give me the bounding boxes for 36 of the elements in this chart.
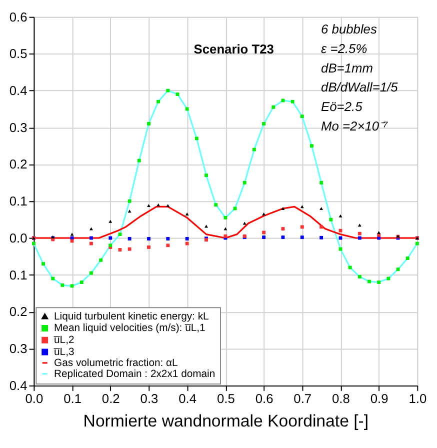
x-tick-label: 0.4: [178, 390, 197, 406]
legend-label: Liquid turbulent kinetic energy: kL: [54, 311, 210, 322]
annotation: 6 bubbles: [321, 22, 378, 37]
annotation: dB/dWall=1/5: [321, 80, 399, 95]
legend-label: u̅L,3: [52, 346, 74, 358]
annotation: Mo =2×10⁻⁷: [321, 118, 388, 134]
x-tick-label: 0.5: [216, 390, 235, 406]
annotation: dB=1mm: [321, 60, 374, 76]
y-tick-label: 0.4: [9, 378, 28, 393]
annotation: Eö=2.5: [321, 98, 364, 114]
legend-label: Replicated Domain : 2x2x1 domain: [54, 368, 216, 380]
text: Scenario T23: [194, 41, 274, 56]
y-tick-label: 0.2: [9, 156, 28, 172]
annotation: ε =2.5%: [321, 40, 368, 56]
legend-label: Gas volumetric fraction: αL: [54, 358, 178, 369]
x-tick-label: 0.3: [140, 390, 158, 406]
y-tick-label: 0.3: [9, 341, 28, 356]
y-tick-label: 0.6: [9, 9, 28, 24]
x-axis-title: Normierte wandnormale Koordinate [-]: [83, 412, 369, 431]
y-tick-label: 0.4: [9, 83, 28, 98]
x-tick-label: 0.8: [332, 390, 350, 406]
x-tick-label: 0.1: [64, 390, 82, 406]
x-tick-label: 0.2: [102, 390, 120, 406]
x-tick-label: 1.0: [408, 390, 427, 406]
x-tick-label: 0.7: [294, 390, 312, 406]
y-tick-label: 0.1: [9, 267, 28, 282]
y-tick-label: 0.5: [9, 46, 28, 62]
legend-label: Mean liquid velocities (m/s): u̅L,1: [54, 323, 206, 334]
x-tick-label: 0.6: [255, 390, 274, 406]
legend-label: u̅L,2: [52, 335, 74, 346]
x-tick-label: 0.9: [370, 390, 388, 406]
x-tick-label: 0.0: [25, 390, 44, 406]
y-tick-label: 0.0: [9, 230, 28, 246]
y-tick-label: 0.2: [9, 304, 28, 320]
y-tick-label: 0.3: [9, 120, 28, 135]
y-tick-label: 0.1: [9, 194, 28, 209]
